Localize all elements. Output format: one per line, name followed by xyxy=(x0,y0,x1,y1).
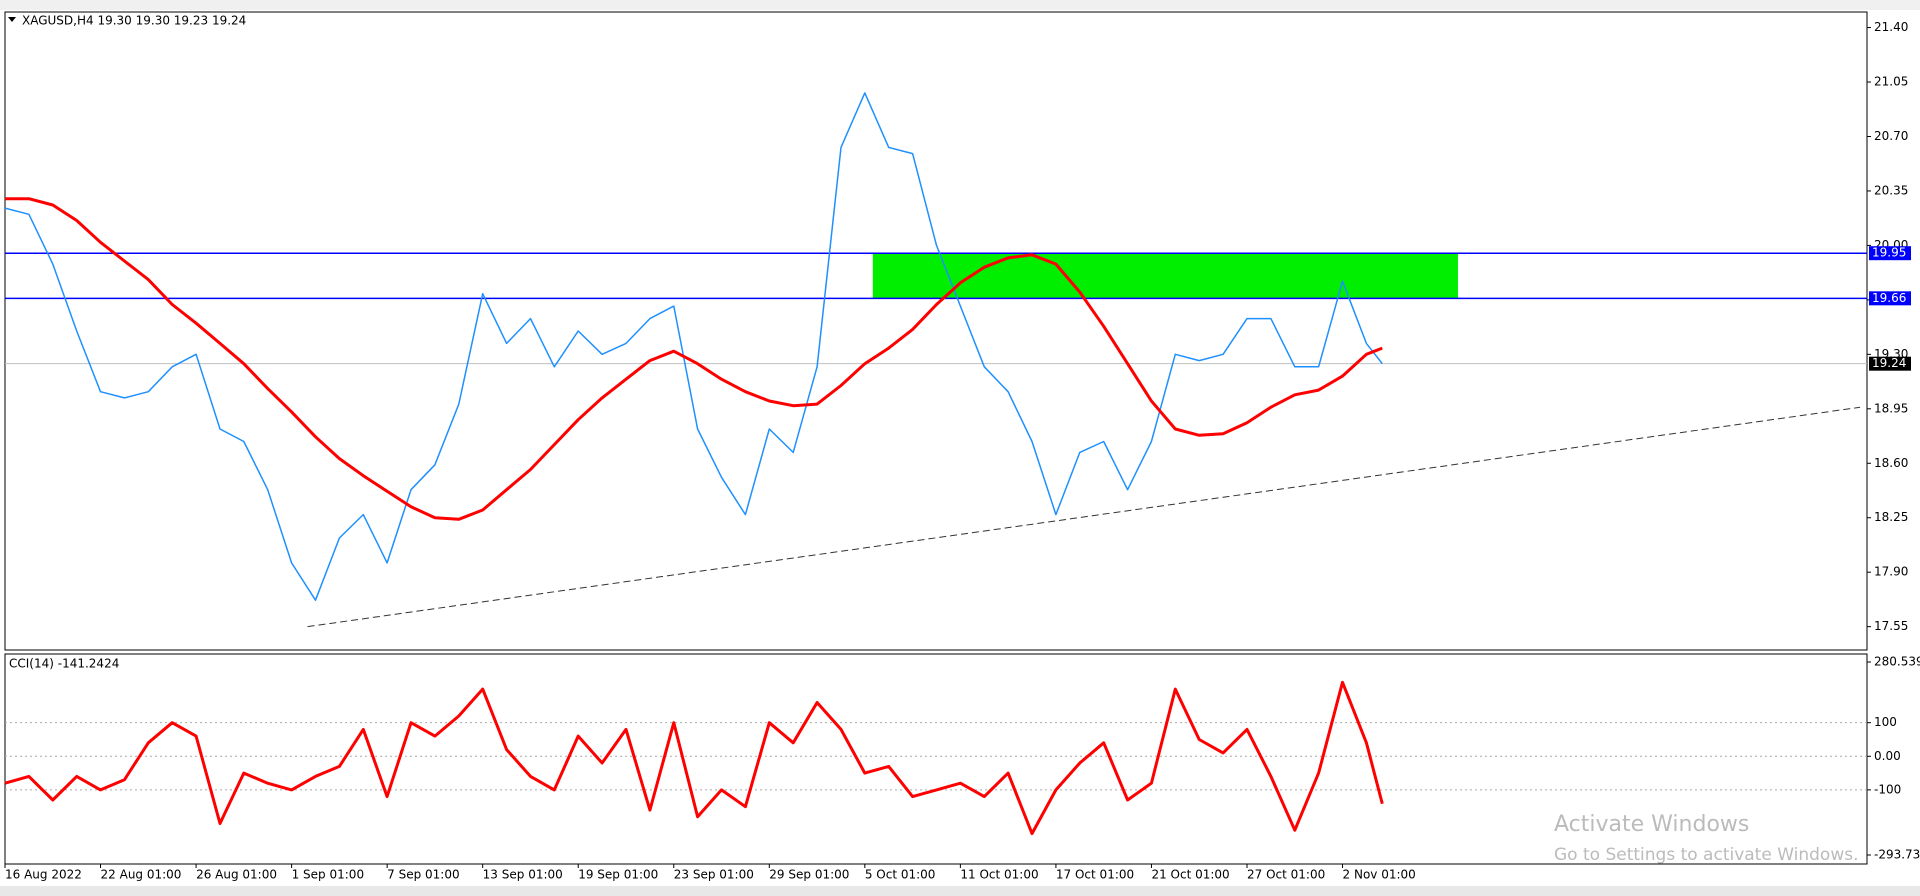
y-tick-label: 18.60 xyxy=(1874,456,1908,470)
x-tick-label: 1 Sep 01:00 xyxy=(292,868,364,882)
level-label-box xyxy=(1869,246,1911,261)
y-tick-label: 18.95 xyxy=(1874,401,1908,415)
x-tick-label: 23 Sep 01:00 xyxy=(674,868,754,882)
y-tick-label: 20.35 xyxy=(1874,183,1908,197)
level-label-box xyxy=(1869,291,1911,306)
y-tick-label: 20.70 xyxy=(1874,129,1908,143)
y-tick-label: -293.733 xyxy=(1874,848,1920,862)
x-tick-label: 7 Sep 01:00 xyxy=(387,868,459,882)
y-tick-label: 100 xyxy=(1874,715,1897,729)
level-label: 19.66 xyxy=(1872,291,1906,305)
chart-title: XAGUSD,H4 19.30 19.30 19.23 19.24 xyxy=(22,14,246,28)
y-tick-label: 17.55 xyxy=(1874,619,1908,633)
panel-menu-icon xyxy=(8,17,16,22)
x-tick-label: 22 Aug 01:00 xyxy=(101,868,182,882)
y-tick-label: 280.539 xyxy=(1874,655,1920,669)
y-tick-label: 18.25 xyxy=(1874,510,1908,524)
watermark-subtitle: Go to Settings to activate Windows. xyxy=(1554,845,1859,865)
x-tick-label: 17 Oct 01:00 xyxy=(1056,868,1134,882)
y-tick-label: 0.00 xyxy=(1874,749,1901,763)
x-tick-label: 5 Oct 01:00 xyxy=(865,868,936,882)
zone xyxy=(872,253,1458,299)
price-panel xyxy=(4,11,1868,651)
x-tick-label: 27 Oct 01:00 xyxy=(1247,868,1325,882)
x-tick-label: 13 Sep 01:00 xyxy=(483,868,563,882)
x-tick-label: 21 Oct 01:00 xyxy=(1151,868,1229,882)
series-line xyxy=(4,92,1383,601)
y-tick-label: 21.05 xyxy=(1874,75,1908,89)
cci-panel xyxy=(4,653,1868,865)
toolbar xyxy=(0,0,1920,10)
trendline xyxy=(307,406,1861,628)
y-tick-label: 17.90 xyxy=(1874,565,1908,579)
level-label: 19.24 xyxy=(1872,356,1906,370)
x-tick-label: 19 Sep 01:00 xyxy=(578,868,658,882)
x-tick-label: 2 Nov 01:00 xyxy=(1343,868,1416,882)
y-tick-label: 21.40 xyxy=(1874,20,1908,34)
series-line xyxy=(5,197,1383,521)
x-tick-label: 16 Aug 2022 xyxy=(5,868,82,882)
level-label: 19.95 xyxy=(1872,246,1906,260)
watermark-title: Activate Windows xyxy=(1554,812,1749,837)
series-line xyxy=(4,680,1384,836)
y-tick-label: -100 xyxy=(1874,782,1901,796)
x-tick-label: 26 Aug 01:00 xyxy=(196,868,277,882)
x-tick-label: 29 Sep 01:00 xyxy=(769,868,849,882)
tab-strip xyxy=(0,886,1920,896)
level-label-box xyxy=(1869,356,1911,371)
indicator-title: CCI(14) -141.2424 xyxy=(9,657,119,671)
x-tick-label: 11 Oct 01:00 xyxy=(960,868,1038,882)
